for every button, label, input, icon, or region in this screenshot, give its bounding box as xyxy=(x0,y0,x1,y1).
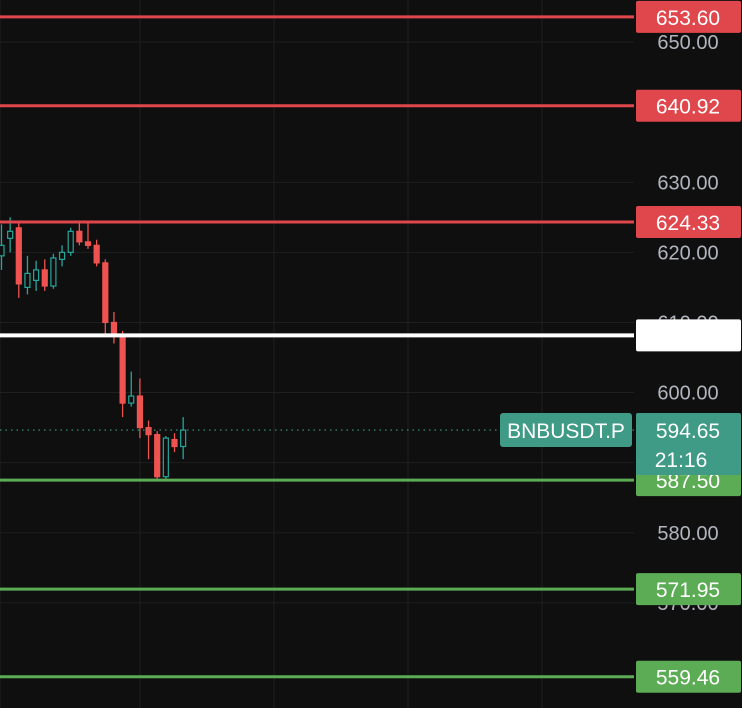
candle xyxy=(128,371,135,407)
level-price-tag xyxy=(636,0,741,33)
candle xyxy=(93,239,100,267)
candle-body xyxy=(15,227,22,285)
horizontal-levels[interactable]: 653.60 640.92 624.33 608.16 587.50 571.95 559.… xyxy=(0,0,741,693)
candle-body xyxy=(41,269,48,287)
candle xyxy=(0,224,5,270)
level-price-tag xyxy=(636,89,741,122)
price-tick-label: 650.00 xyxy=(657,32,718,54)
candle-body xyxy=(84,241,92,246)
candle xyxy=(15,222,22,298)
candle-body xyxy=(93,244,100,264)
candle-body xyxy=(7,230,14,239)
symbol-tag xyxy=(500,413,632,448)
candle-body xyxy=(145,427,152,436)
bar-countdown-label: 21:16 xyxy=(655,449,708,472)
candle-body xyxy=(119,334,126,404)
candles xyxy=(0,217,187,481)
candle xyxy=(50,253,57,289)
level-price-label: 653.60 xyxy=(656,7,720,30)
candle-body xyxy=(162,437,169,478)
candle xyxy=(154,431,161,481)
level-price-tag xyxy=(636,206,741,239)
price-tick-label: 600.00 xyxy=(657,383,718,405)
candle xyxy=(136,378,143,439)
candle-body xyxy=(76,230,83,243)
symbol-label: BNBUSDT.P xyxy=(507,420,625,443)
level-price-label: 608.16 xyxy=(656,325,720,348)
candle xyxy=(41,259,48,291)
candle-body xyxy=(102,262,109,324)
candle xyxy=(145,420,152,460)
last-price-marker: BNBUSDT.P 594.65 21:16 xyxy=(0,413,741,476)
level-price-label: 624.33 xyxy=(656,212,720,235)
candle xyxy=(76,222,83,246)
level-support[interactable]: 559.46 xyxy=(0,660,741,693)
level-resistance[interactable]: 640.92 xyxy=(0,89,741,122)
candle xyxy=(84,222,92,249)
last-price-label: 594.65 xyxy=(656,420,720,443)
level-price-label: 559.46 xyxy=(656,667,720,690)
candle-body xyxy=(50,257,57,287)
candle-body xyxy=(32,269,40,281)
candle xyxy=(58,245,66,267)
price-tick-label: 620.00 xyxy=(657,242,718,264)
candle xyxy=(32,260,40,291)
level-resistance[interactable]: 653.60 xyxy=(0,0,741,33)
candle-body xyxy=(58,251,66,260)
price-tick-label: 630.00 xyxy=(657,172,718,194)
level-price-tag xyxy=(636,660,741,693)
candle xyxy=(102,259,109,337)
candle xyxy=(67,227,74,256)
candle-body xyxy=(67,230,74,253)
candle-body xyxy=(110,321,118,336)
candle-body xyxy=(128,395,135,404)
level-resistance[interactable]: 624.33 xyxy=(0,206,741,239)
price-tick-label: 580.00 xyxy=(657,523,718,545)
candle xyxy=(162,436,169,481)
candle-body xyxy=(154,434,161,478)
candle xyxy=(171,433,178,453)
candle-body xyxy=(136,395,143,429)
last-price-tag xyxy=(636,413,741,476)
level-price-label: 640.92 xyxy=(656,96,720,119)
level-price-tag xyxy=(636,573,741,606)
candle xyxy=(24,255,31,295)
level-pivot[interactable]: 608.16 xyxy=(0,319,741,352)
level-price-tag xyxy=(636,319,741,352)
level-support[interactable]: 571.95 xyxy=(0,573,741,606)
candle-body xyxy=(180,429,187,448)
candle xyxy=(180,417,187,460)
level-price-label: 571.95 xyxy=(656,579,720,602)
candle-body xyxy=(0,244,5,257)
level-price-label: 587.50 xyxy=(656,470,720,493)
candle-body xyxy=(171,438,178,448)
candle-body xyxy=(24,272,31,289)
